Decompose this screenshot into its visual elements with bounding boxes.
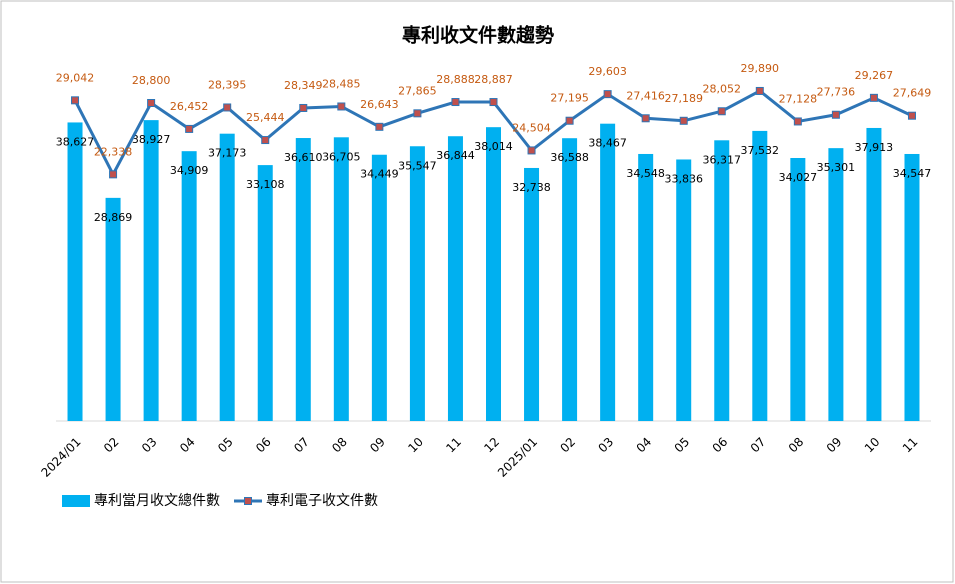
line-value-label: 26,643 [360,98,399,111]
bar-value-label: 37,173 [208,147,247,160]
line-value-label: 27,649 [893,87,932,100]
line-value-label: 28,888 [436,73,475,86]
bar [562,138,577,421]
bar [524,168,539,421]
line-marker [642,115,649,122]
line-marker [148,100,155,107]
line-marker [604,91,611,98]
bar-value-label: 28,869 [94,211,133,224]
bar-value-label: 38,014 [474,140,513,153]
line-value-label: 27,416 [626,89,665,102]
line-value-label: 28,395 [208,78,247,91]
bar [144,120,159,421]
bar-value-label: 33,836 [664,172,703,185]
line-marker [490,99,497,106]
line-marker [338,103,345,110]
bar-value-label: 34,909 [170,164,209,177]
line-marker [376,123,383,130]
line-marker [262,137,269,144]
bar [296,138,311,421]
bar-value-label: 36,317 [703,153,742,166]
line-value-label: 27,189 [664,92,703,105]
line-marker [680,117,687,124]
bar [410,146,425,421]
bar-value-label: 36,844 [436,149,475,162]
line-marker [110,171,117,178]
line-value-label: 27,195 [550,92,589,105]
line-value-label: 22,338 [94,145,133,158]
line-marker [186,125,193,132]
bar [600,124,615,421]
bar-value-label: 37,913 [855,141,894,154]
bar [448,136,463,421]
legend-swatch [245,498,252,505]
line-value-label: 25,444 [246,111,285,124]
line-value-label: 29,042 [56,71,95,84]
line-value-label: 27,128 [779,92,818,105]
bar [638,154,653,421]
bar-value-label: 35,301 [817,161,856,174]
legend-swatch [62,495,90,507]
bar [68,122,83,421]
bar [372,155,387,421]
line-value-label: 26,452 [170,100,209,113]
line-marker [756,87,763,94]
bar [220,134,235,421]
line-marker [832,111,839,118]
bar [904,154,919,421]
bar-value-label: 34,027 [779,171,818,184]
legend-label: 專利當月收文總件數 [94,492,220,509]
bar-value-label: 35,547 [398,159,437,172]
bar-value-label: 34,449 [360,168,399,181]
line-value-label: 24,504 [512,121,551,134]
bar-value-label: 33,108 [246,178,285,191]
line-value-label: 27,736 [817,86,856,99]
bar [334,137,349,421]
bar [258,165,273,421]
line-marker [566,117,573,124]
line-value-label: 28,800 [132,74,171,87]
chart-title: 專利收文件數趨勢 [402,24,554,47]
line-value-label: 28,052 [703,82,742,95]
bar [866,128,881,421]
bar-value-label: 34,548 [626,167,665,180]
bar-value-label: 38,927 [132,133,171,146]
bar [182,151,197,421]
line-value-label: 28,887 [474,73,513,86]
bar-value-label: 34,547 [893,167,932,180]
bar-value-label: 36,705 [322,150,361,163]
line-marker [300,104,307,111]
bar [486,127,501,421]
bar [752,131,767,421]
bar [828,148,843,421]
bar-value-label: 32,738 [512,181,551,194]
line-marker [414,110,421,117]
line-marker [452,99,459,106]
bar-value-label: 36,610 [284,151,323,164]
line-value-label: 28,349 [284,79,323,92]
line-marker [72,97,79,104]
line-value-label: 29,603 [588,65,627,78]
bar [790,158,805,421]
line-value-label: 28,485 [322,77,361,90]
line-marker [224,104,231,111]
line-marker [908,112,915,119]
legend-label: 專利電子收文件數 [266,493,378,509]
bar-value-label: 36,588 [550,151,589,164]
bar [714,140,729,421]
bar-value-label: 38,467 [588,137,627,150]
line-marker [718,108,725,115]
bar [106,198,121,421]
line-value-label: 29,267 [855,69,894,82]
line-value-label: 29,890 [741,62,780,75]
bar-value-label: 38,627 [56,135,95,148]
line-marker [528,147,535,154]
bar [676,159,691,421]
line-marker [870,94,877,101]
bar-value-label: 37,532 [741,144,780,157]
line-marker [794,118,801,125]
line-value-label: 27,865 [398,84,437,97]
